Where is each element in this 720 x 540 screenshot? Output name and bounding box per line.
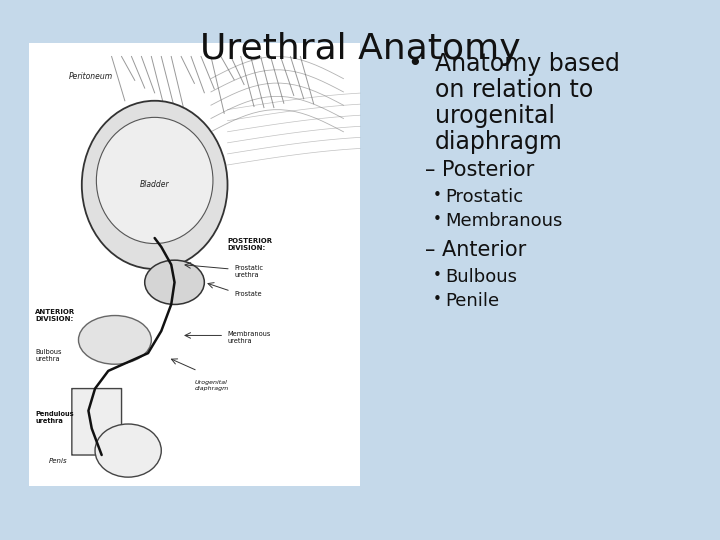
Ellipse shape [95, 424, 161, 477]
Text: – Posterior: – Posterior [425, 160, 534, 180]
Ellipse shape [78, 315, 151, 364]
Text: POSTERIOR
DIVISION:: POSTERIOR DIVISION: [228, 238, 273, 251]
Text: •: • [433, 188, 441, 203]
Text: Prostatic
urethra: Prostatic urethra [234, 265, 263, 278]
Bar [29, 43, 360, 486]
Text: Bulbous
urethra: Bulbous urethra [35, 349, 62, 362]
Ellipse shape [145, 260, 204, 305]
Text: •: • [408, 52, 423, 76]
Text: •: • [433, 292, 441, 307]
Text: ANTERIOR
DIVISION:: ANTERIOR DIVISION: [35, 309, 76, 322]
Text: •: • [433, 268, 441, 283]
Text: – Anterior: – Anterior [425, 240, 526, 260]
Text: Penis: Penis [49, 458, 67, 464]
Text: Membranous
urethra: Membranous urethra [228, 331, 271, 344]
Text: Urogenital
diaphragm: Urogenital diaphragm [194, 380, 229, 390]
Text: urogenital: urogenital [435, 104, 555, 128]
Text: Peritoneum: Peritoneum [68, 72, 112, 80]
Text: Pendulous
urethra: Pendulous urethra [35, 411, 74, 424]
Text: Anatomy based: Anatomy based [435, 52, 620, 76]
Text: Urethral Anatomy: Urethral Anatomy [199, 32, 521, 66]
Text: Membranous: Membranous [445, 212, 562, 230]
Ellipse shape [82, 101, 228, 269]
Ellipse shape [96, 117, 213, 244]
Text: •: • [433, 212, 441, 227]
Text: on relation to: on relation to [435, 78, 593, 102]
Text: Bladder: Bladder [140, 180, 169, 190]
Text: Prostatic: Prostatic [445, 188, 523, 206]
Text: Penile: Penile [445, 292, 499, 310]
Text: Bulbous: Bulbous [445, 268, 517, 286]
Text: Prostate: Prostate [234, 291, 262, 297]
Text: diaphragm: diaphragm [435, 130, 563, 154]
FancyBboxPatch shape [72, 389, 122, 455]
